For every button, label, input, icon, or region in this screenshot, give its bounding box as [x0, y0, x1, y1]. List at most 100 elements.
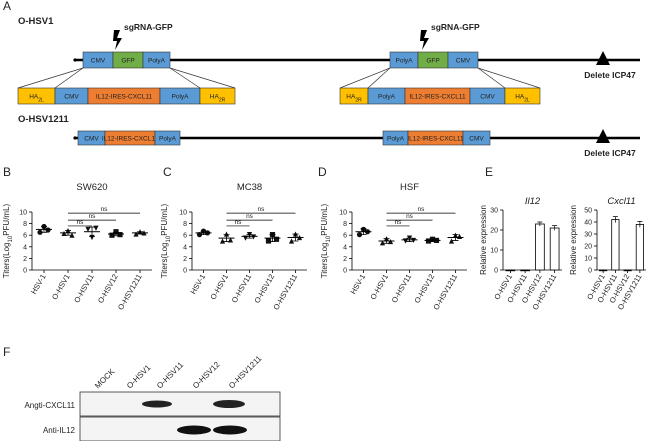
box-text: GFP: [121, 58, 134, 65]
y-tick-label: 8: [183, 221, 187, 228]
box-label: PolyA: [387, 136, 405, 143]
box-label: GFP: [121, 58, 134, 65]
box-rect: [504, 87, 541, 105]
box-text: HA: [346, 94, 356, 101]
y-tick-label: 8: [343, 221, 347, 228]
data-point: [109, 232, 115, 238]
box-rect: [154, 130, 181, 146]
box-label: IL12-IRES-CXCL11: [407, 136, 464, 143]
error-bar: [223, 234, 230, 242]
significance-label: ns: [395, 219, 403, 226]
zoom-line: [367, 67, 391, 89]
significance-label: ns: [258, 206, 266, 213]
box-label: HA2L: [515, 94, 530, 104]
element-box: CMV: [469, 87, 506, 105]
element-box: CMV: [54, 87, 89, 105]
box-label: PolyA: [159, 136, 177, 143]
y-axis-label: Relative expression: [569, 205, 578, 275]
data-point: [117, 232, 123, 238]
y-tick-label: 30: [584, 232, 592, 239]
error-bar: [292, 233, 299, 242]
element-box: PolyA: [367, 87, 406, 105]
bar: [635, 223, 644, 271]
genome-end: [73, 58, 77, 62]
y-axis-label: Titers(Log10PFU/mL): [2, 203, 14, 278]
chart-title: Il12: [525, 196, 541, 207]
construct-name: O-HSV1: [18, 16, 54, 27]
y-axis-label: Titers(Log10PFU/mL): [160, 203, 172, 278]
y-label-part: Titers(Log: [160, 242, 169, 278]
box-label: CMV: [64, 94, 79, 101]
element-box: HA2R: [199, 87, 236, 105]
x-tick-label: O-HSV11: [390, 273, 414, 305]
sgrna-label: sgRNA-GFP: [124, 22, 173, 32]
box-label: CMV: [469, 136, 484, 143]
box-label: CMV: [84, 136, 99, 143]
y-tick-label: 20: [584, 244, 592, 251]
band: [177, 425, 211, 435]
box-sub: 2L: [38, 98, 44, 104]
box-text: PolyA: [148, 58, 166, 65]
data-point: [133, 231, 139, 237]
deletion-label: Delete ICP47: [584, 70, 636, 80]
x-tick-label: O-HSV12: [252, 273, 276, 305]
y-tick-label: 4: [183, 244, 187, 251]
zoom-line: [54, 67, 84, 89]
band: [142, 400, 172, 408]
panel-label: B: [3, 165, 11, 179]
y-axis-label: Titers(Log10PFU/mL): [320, 203, 332, 278]
element-box: IL12-IRES-CXCL11: [404, 87, 471, 105]
genome-end: [73, 136, 77, 140]
x-tick-label: HSV-1: [29, 273, 48, 296]
element-box: HA2R: [339, 87, 369, 105]
panel-label: F: [3, 345, 10, 359]
box-label: CMV: [480, 94, 495, 101]
error-bar: [113, 231, 119, 237]
data-point: [379, 240, 386, 246]
element-box: CMV: [447, 51, 479, 69]
element-box: GFP: [417, 51, 449, 69]
box-label: IL12-IRES-CXCL11: [409, 94, 466, 101]
error-bar: [429, 238, 436, 242]
band: [213, 425, 247, 435]
element-box: PolyA: [159, 87, 201, 105]
lane-label: O-HSV1211: [227, 354, 264, 391]
x-tick-label: O-HSV11: [72, 273, 96, 305]
lane-label: O-HSV11: [155, 360, 186, 391]
lane-label: MOCK: [93, 367, 117, 391]
band: [213, 400, 245, 408]
y-tick-label: 50: [584, 208, 592, 215]
y-label-part: PFU/mL): [160, 203, 169, 235]
box-text: IL12-IRES-CXCL11: [102, 136, 159, 143]
box-sub: 2R: [219, 98, 226, 104]
significance-label: ns: [77, 219, 85, 226]
box-label: CMV: [91, 58, 106, 65]
significance-label: ns: [235, 219, 243, 226]
y-label-part: 10: [166, 235, 172, 242]
data-point: [425, 238, 432, 244]
x-tick-label: O-HSV1: [50, 273, 72, 302]
data-point: [227, 237, 234, 243]
error-bar: [537, 221, 543, 226]
box-text: PolyA: [396, 58, 414, 65]
box-text: PolyA: [159, 136, 177, 143]
y-axis-label: Relative expression: [479, 205, 488, 275]
y-tick-label: 0: [23, 268, 27, 275]
box-rect: [462, 130, 491, 146]
data-point: [69, 232, 75, 238]
y-tick-label: 0: [343, 268, 347, 275]
data-point: [273, 236, 280, 242]
data-point: [402, 238, 409, 244]
data-point: [265, 238, 272, 244]
error-bar: [383, 238, 390, 244]
chart-title: HSF: [400, 182, 419, 193]
y-label-part: Titers(Log: [320, 242, 329, 278]
box-rect: [447, 51, 479, 69]
blot-row-label: Anti-IL12: [43, 426, 76, 435]
box-label: PolyA: [172, 94, 190, 101]
data-point: [113, 229, 119, 235]
box-text: IL12-IRES-CXCL11: [96, 94, 153, 101]
bar: [549, 227, 560, 271]
x-tick-label: O-HSV12: [412, 273, 436, 305]
data-point: [219, 238, 226, 244]
